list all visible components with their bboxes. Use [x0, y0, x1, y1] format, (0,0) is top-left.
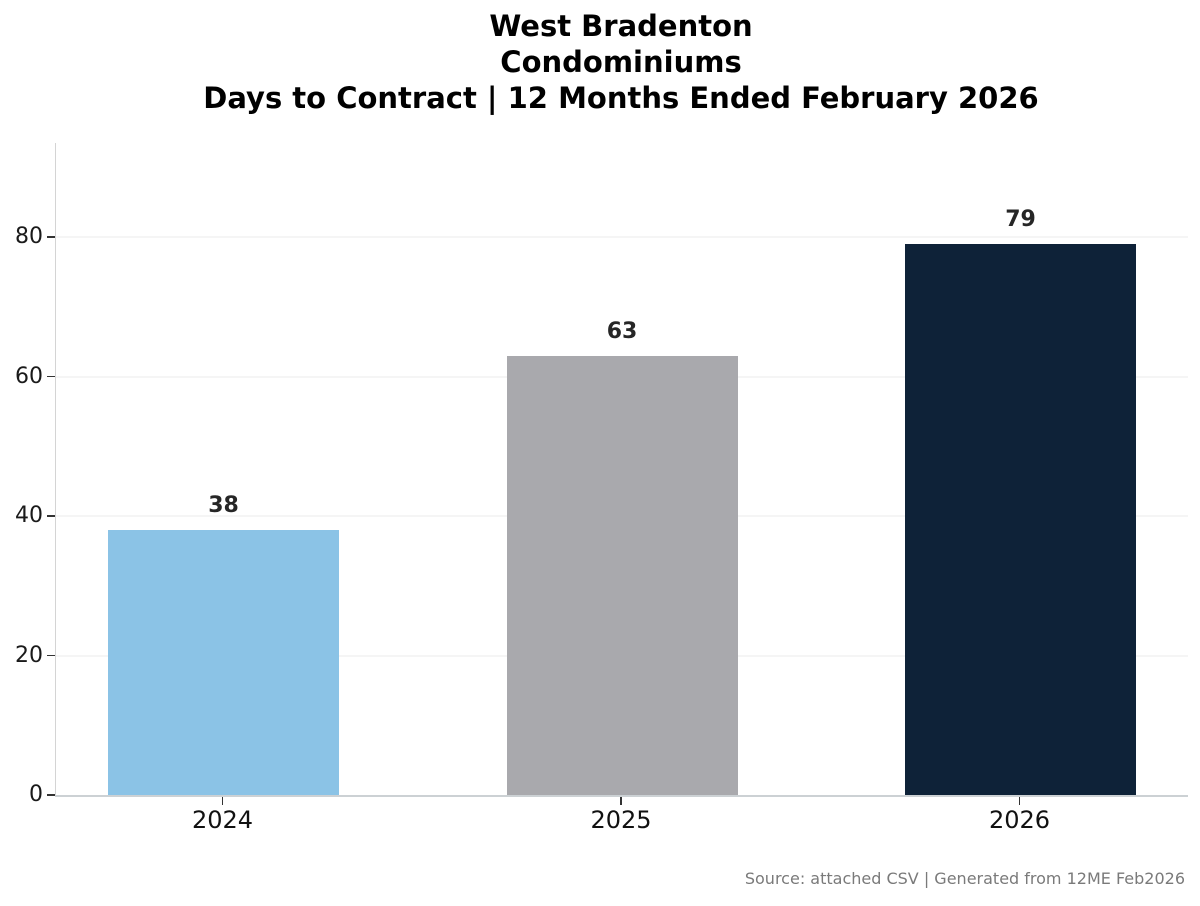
source-note: Source: attached CSV | Generated from 12…	[744, 869, 1185, 888]
y-tick-mark-80	[47, 236, 55, 238]
y-tick-label-40: 40	[15, 503, 43, 529]
gridline-80	[56, 236, 1188, 239]
bar-value-label-2026: 79	[1005, 207, 1036, 233]
x-tick-label-2026: 2026	[988, 806, 1051, 834]
chart-title-line-1: West Bradenton	[489, 9, 753, 43]
y-tick-mark-60	[47, 375, 55, 378]
y-tick-mark-40	[47, 515, 55, 517]
x-tick-label-2025: 2025	[590, 806, 652, 834]
bar-2025	[506, 355, 738, 795]
chart-title-line-2: Condominiums	[500, 45, 742, 79]
y-tick-mark-20	[47, 654, 55, 657]
chart-title: West Bradenton Condominiums Days to Cont…	[55, 8, 1187, 116]
bar-value-label-2025: 63	[606, 318, 638, 344]
x-tick-mark-2026	[1018, 797, 1021, 805]
y-tick-label-20: 20	[15, 642, 43, 668]
y-tick-label-60: 60	[15, 363, 43, 389]
chart-title-line-3: Days to Contract | 12 Months Ended Febru…	[203, 81, 1039, 115]
y-tick-label-80: 80	[15, 224, 43, 250]
y-tick-mark-0	[47, 794, 55, 796]
x-tick-mark-2024	[221, 797, 224, 805]
x-tick-mark-2025	[620, 797, 622, 805]
bar-2026	[905, 244, 1136, 795]
plot-area: 38 63 79	[55, 143, 1188, 797]
bar-value-label-2024: 38	[208, 493, 239, 519]
bar-2024	[108, 530, 339, 795]
y-tick-label-0: 0	[29, 782, 43, 807]
x-tick-label-2024: 2024	[191, 806, 254, 834]
